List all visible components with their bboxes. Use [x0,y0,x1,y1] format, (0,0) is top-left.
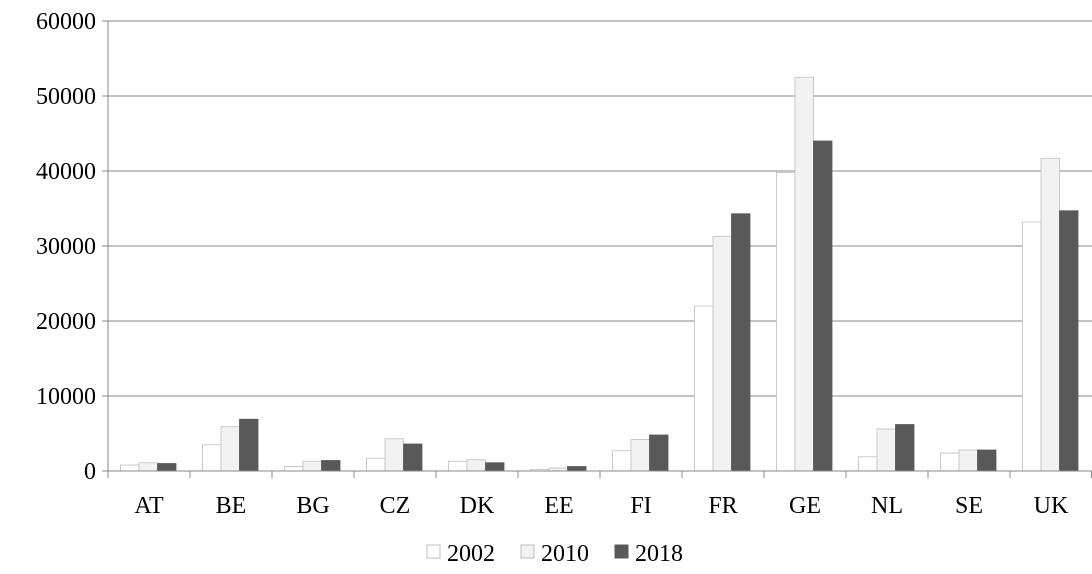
y-tick-label: 60000 [36,9,96,35]
bar-2002-BG [284,466,304,472]
bar-2002-GE [776,172,796,472]
bar-2010-UK [1040,157,1060,472]
y-tick-label: 20000 [36,309,96,335]
bar-2010-DK [466,459,486,472]
x-tick-label: SE [955,493,983,519]
legend-label-2018: 2018 [635,541,683,567]
bar-2010-SE [958,449,978,472]
x-tick-label: UK [1034,493,1069,519]
bar-2018-AT [157,463,177,472]
x-tick-label: EE [544,493,573,519]
x-tick-labels: AT BE BG CZ DK EE FI FR GE NL SE UK [134,493,1069,519]
y-tick-label: 10000 [36,384,96,410]
bar-2002-BE [202,444,222,472]
bar-2002-FI [612,450,632,472]
y-tick-label: 40000 [36,159,96,185]
x-tick-label: DK [460,493,495,519]
bars [120,76,1079,472]
y-tick-labels: 0 10000 20000 30000 40000 50000 60000 [36,9,96,485]
bar-2018-EE [567,466,587,472]
bar-2018-FR [731,213,751,472]
x-tick-label: FI [630,493,651,519]
bar-2002-UK [1022,221,1042,472]
x-tick-label: FR [708,493,737,519]
bar-2002-SE [940,452,960,472]
bar-2010-NL [876,428,896,472]
bar-2010-GE [794,76,814,472]
legend: 2002 2010 2018 [426,541,683,567]
y-tick-label: 30000 [36,234,96,260]
x-tick-label: NL [871,493,903,519]
x-tick-label: GE [789,493,821,519]
x-tick-label: BE [216,493,247,519]
bar-2018-CZ [403,443,423,472]
bar-2002-AT [120,464,140,472]
bar-2002-DK [448,460,468,472]
bar-2018-UK [1059,210,1079,472]
bar-2002-FR [694,305,714,472]
bar-2010-AT [138,462,158,472]
legend-swatch-2002 [426,544,441,559]
axes [102,20,1092,478]
bar-2018-SE [977,449,997,472]
bar-2010-CZ [384,438,404,472]
bar-2010-FI [630,439,650,472]
x-tick-label: AT [134,493,164,519]
bar-2010-FR [712,235,732,472]
bar-2018-NL [895,424,915,472]
legend-label-2010: 2010 [541,541,589,567]
bar-2018-GE [813,140,833,472]
bar-2018-BG [321,460,341,472]
bar-2018-FI [649,434,669,472]
legend-label-2002: 2002 [447,541,495,567]
x-tick-label: CZ [380,493,411,519]
legend-swatch-2010 [520,544,535,559]
bar-2018-BE [239,418,259,472]
bar-2018-DK [485,462,505,472]
bar-2002-CZ [366,457,386,472]
bar-2010-BG [302,460,322,472]
y-tick-label: 50000 [36,84,96,110]
x-tick-label: BG [296,493,329,519]
bar-2002-NL [858,456,878,472]
y-tick-label: 0 [84,459,96,485]
gridlines [108,20,1092,397]
bar-2010-BE [220,426,240,472]
legend-swatch-2018 [614,544,629,559]
